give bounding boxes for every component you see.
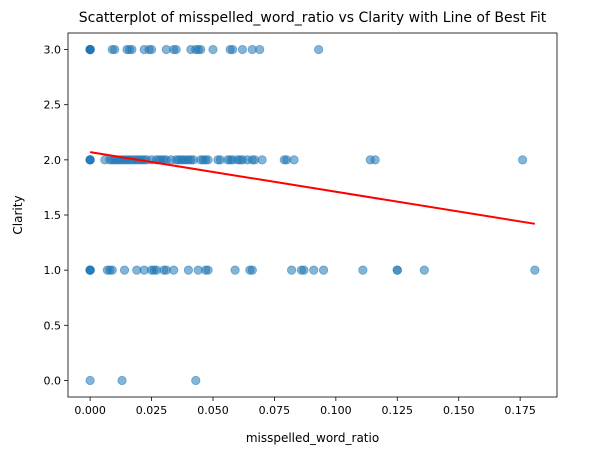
data-point xyxy=(517,155,528,165)
y-tick-label: 3.0 xyxy=(44,44,62,57)
x-tick-label: 0.075 xyxy=(259,404,291,417)
chart-title: Scatterplot of misspelled_word_ratio vs … xyxy=(79,10,547,26)
data-point xyxy=(392,265,402,275)
data-point xyxy=(318,265,329,275)
x-tick-label: 0.125 xyxy=(382,404,414,417)
x-tick-label: 0.150 xyxy=(443,404,475,417)
y-tick-label: 0.5 xyxy=(44,319,62,332)
x-axis-label: misspelled_word_ratio xyxy=(246,431,379,445)
data-point xyxy=(228,44,238,55)
data-point xyxy=(530,265,540,275)
best-fit-line-layer xyxy=(89,151,536,225)
data-point xyxy=(117,375,127,386)
data-point xyxy=(257,155,267,165)
y-tick-label: 1.5 xyxy=(44,209,62,222)
x-tick-label: 0.050 xyxy=(197,404,229,417)
data-point xyxy=(119,265,130,275)
data-point xyxy=(289,155,299,165)
scatter-points xyxy=(85,44,540,386)
data-point xyxy=(230,265,240,275)
x-tick-label: 0.000 xyxy=(74,404,106,417)
data-point xyxy=(191,375,201,386)
data-point xyxy=(85,375,95,386)
data-point xyxy=(171,44,181,55)
data-point xyxy=(85,155,95,165)
data-point xyxy=(255,44,265,55)
data-point xyxy=(85,265,95,275)
data-point xyxy=(208,44,218,55)
data-point xyxy=(146,44,157,55)
data-point xyxy=(247,265,257,275)
data-point xyxy=(127,44,137,55)
axis-ticks: 0.000 0.025 0.050 0.075 0.100 0.125 0.150 0.175… xyxy=(44,44,536,417)
data-point xyxy=(299,265,309,275)
x-tick-label: 0.100 xyxy=(320,404,352,417)
data-point xyxy=(419,265,429,275)
y-tick-label: 0.0 xyxy=(44,374,62,387)
plot-frame xyxy=(67,32,558,398)
data-point xyxy=(314,44,324,55)
data-point xyxy=(309,265,319,275)
data-point xyxy=(203,155,213,165)
y-axis-label: Clarity xyxy=(11,195,25,234)
data-point xyxy=(358,265,368,275)
y-tick-label: 2.0 xyxy=(44,154,62,167)
data-point xyxy=(169,265,179,275)
data-point xyxy=(183,265,194,275)
x-tick-label: 0.175 xyxy=(504,404,536,417)
data-point xyxy=(110,44,120,55)
y-tick-label: 1.0 xyxy=(44,264,62,277)
data-point xyxy=(287,265,297,275)
data-point xyxy=(85,44,95,55)
x-tick-label: 0.025 xyxy=(136,404,168,417)
data-point xyxy=(196,44,206,55)
data-point xyxy=(237,44,248,55)
y-tick-label: 2.5 xyxy=(44,99,62,112)
data-point xyxy=(370,155,380,165)
data-point xyxy=(107,265,117,275)
best-fit-line xyxy=(89,151,536,225)
data-point xyxy=(203,265,213,275)
